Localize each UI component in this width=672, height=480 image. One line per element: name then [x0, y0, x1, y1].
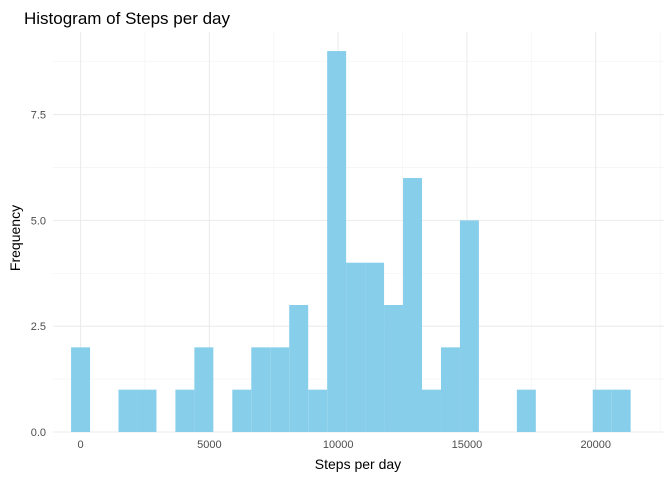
histogram-bar — [289, 305, 309, 432]
histogram-bar — [270, 347, 290, 432]
x-axis-ticks: 0 5000 10000 15000 20000 — [77, 439, 611, 451]
histogram-bar — [71, 347, 91, 432]
x-axis-title: Steps per day — [315, 456, 401, 472]
x-tick-label: 10000 — [323, 439, 354, 451]
y-tick-label: 2.5 — [31, 321, 46, 333]
y-tick-label: 5.0 — [31, 215, 46, 227]
y-axis-ticks: 0.0 2.5 5.0 7.5 — [31, 110, 46, 439]
histogram-bar — [403, 178, 423, 432]
histogram-bar — [422, 389, 441, 432]
x-tick-label: 5000 — [197, 439, 221, 451]
histogram-bar — [308, 389, 328, 432]
histogram-bar — [384, 305, 404, 432]
histogram-bar — [459, 220, 479, 432]
histogram-bar — [611, 389, 631, 432]
y-tick-label: 7.5 — [31, 110, 46, 122]
histogram-bars — [71, 51, 631, 433]
histogram-bar — [118, 389, 138, 432]
histogram-bar — [440, 347, 460, 432]
y-tick-label: 0.0 — [31, 427, 46, 439]
histogram-bar — [175, 389, 195, 432]
x-tick-label: 15000 — [452, 439, 483, 451]
chart-title: Histogram of Steps per day — [24, 9, 230, 28]
y-axis-title: Frequency — [7, 205, 23, 271]
histogram-bar — [194, 347, 214, 432]
histogram-bar — [327, 51, 347, 433]
histogram-bar — [251, 347, 271, 432]
histogram-bar — [365, 262, 385, 432]
x-tick-label: 0 — [77, 439, 83, 451]
histogram-bar — [232, 389, 252, 432]
x-tick-label: 20000 — [580, 439, 611, 451]
histogram-bar — [137, 389, 157, 432]
histogram-bar — [346, 262, 366, 432]
histogram-bar — [592, 389, 612, 432]
histogram-bar — [516, 389, 536, 432]
